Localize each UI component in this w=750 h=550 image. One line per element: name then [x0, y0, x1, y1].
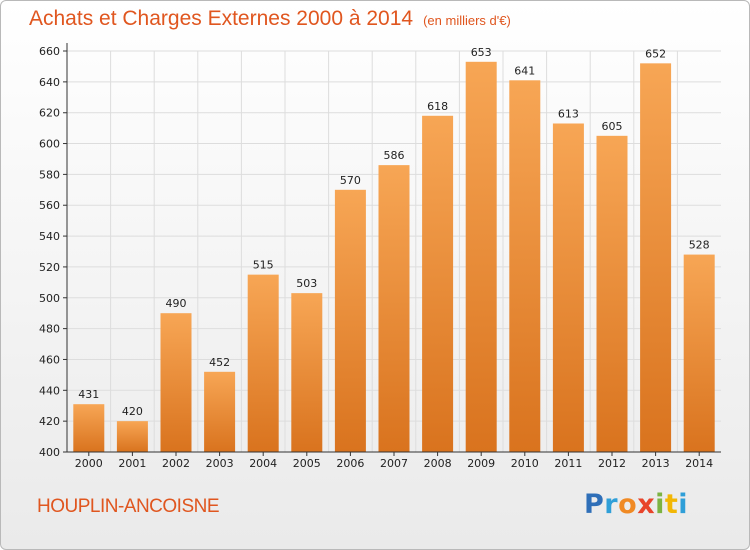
bar [204, 371, 236, 452]
y-tick-label: 520 [39, 261, 60, 274]
x-tick-label: 2010 [511, 457, 539, 470]
x-tick-label: 2014 [685, 457, 713, 470]
logo-letter: r [604, 489, 619, 520]
x-tick-label: 2009 [467, 457, 495, 470]
bar [160, 313, 192, 452]
bars [73, 61, 715, 453]
bar [334, 189, 366, 453]
x-tick-label: 2011 [554, 457, 582, 470]
axes: 400 420 440 460 480 500 520 540 560 580 600 620 640 6… [39, 43, 721, 470]
bar [552, 123, 584, 452]
chart-unit-label: (en milliers d'€) [423, 13, 511, 28]
bar [596, 135, 628, 453]
proxiti-logo: Proxiti [584, 489, 688, 520]
y-tick-label: 480 [39, 323, 60, 336]
bar-value-label: 570 [340, 174, 361, 187]
bar-value-label: 586 [384, 149, 405, 162]
y-tick-label: 400 [39, 446, 60, 459]
y-tick-label: 620 [39, 107, 60, 120]
bar [640, 63, 672, 452]
x-tick-label: 2008 [424, 457, 452, 470]
y-tick-label: 460 [39, 353, 60, 366]
x-tick-label: 2006 [336, 457, 364, 470]
bar [683, 254, 715, 452]
y-tick-label: 660 [39, 45, 60, 58]
bar [422, 115, 454, 453]
y-tick-label: 420 [39, 415, 60, 428]
x-tick-label: 2001 [118, 457, 146, 470]
x-tick-label: 2004 [249, 457, 277, 470]
city-name: HOUPLIN-ANCOISNE [37, 496, 220, 517]
bar-value-label: 618 [427, 100, 448, 113]
y-tick-label: 600 [39, 138, 60, 151]
bar-value-label: 515 [253, 259, 274, 272]
logo-letter: t [664, 489, 679, 520]
logo-letter: o [618, 489, 638, 520]
y-tick-label: 640 [39, 76, 60, 89]
y-tick-label: 540 [39, 230, 60, 243]
y-tick-label: 560 [39, 199, 60, 212]
bar [116, 421, 148, 452]
bar-value-label: 641 [514, 64, 535, 77]
bar-value-label: 652 [645, 47, 666, 60]
x-tick-label: 2013 [642, 457, 670, 470]
bar-value-label: 452 [209, 356, 230, 369]
bar [509, 80, 541, 453]
x-tick-label: 2005 [293, 457, 321, 470]
y-tick-label: 440 [39, 384, 60, 397]
x-tick-label: 2002 [162, 457, 190, 470]
x-tick-label: 2007 [380, 457, 408, 470]
data-labels: 431 420 490 452 515 503 570 586 618 653 641 613 605 6… [78, 46, 709, 418]
bar-value-label: 503 [296, 277, 317, 290]
y-tick-label: 580 [39, 168, 60, 181]
bar-value-label: 528 [689, 239, 710, 252]
chart-title: Achats et Charges Externes 2000 à 2014 (e… [29, 7, 511, 31]
bar [465, 61, 497, 453]
x-tick-label: 2012 [598, 457, 626, 470]
bar [73, 404, 105, 452]
chart-title-text: Achats et Charges Externes 2000 à 2014 [29, 7, 414, 30]
bar [247, 274, 279, 452]
bar-value-label: 653 [471, 46, 492, 59]
logo-letter: i [655, 489, 665, 520]
bar-value-label: 613 [558, 107, 579, 120]
bar-value-label: 605 [602, 120, 623, 133]
logo-letter: x [637, 489, 656, 520]
y-tick-label: 500 [39, 292, 60, 305]
x-tick-label: 2003 [206, 457, 234, 470]
bar-value-label: 490 [166, 297, 187, 310]
bar-value-label: 420 [122, 405, 143, 418]
bar [291, 293, 323, 452]
bar [378, 165, 410, 452]
x-tick-label: 2000 [75, 457, 103, 470]
logo-letter: P [584, 489, 605, 520]
bar-value-label: 431 [78, 388, 99, 401]
logo-letter: i [678, 489, 689, 520]
